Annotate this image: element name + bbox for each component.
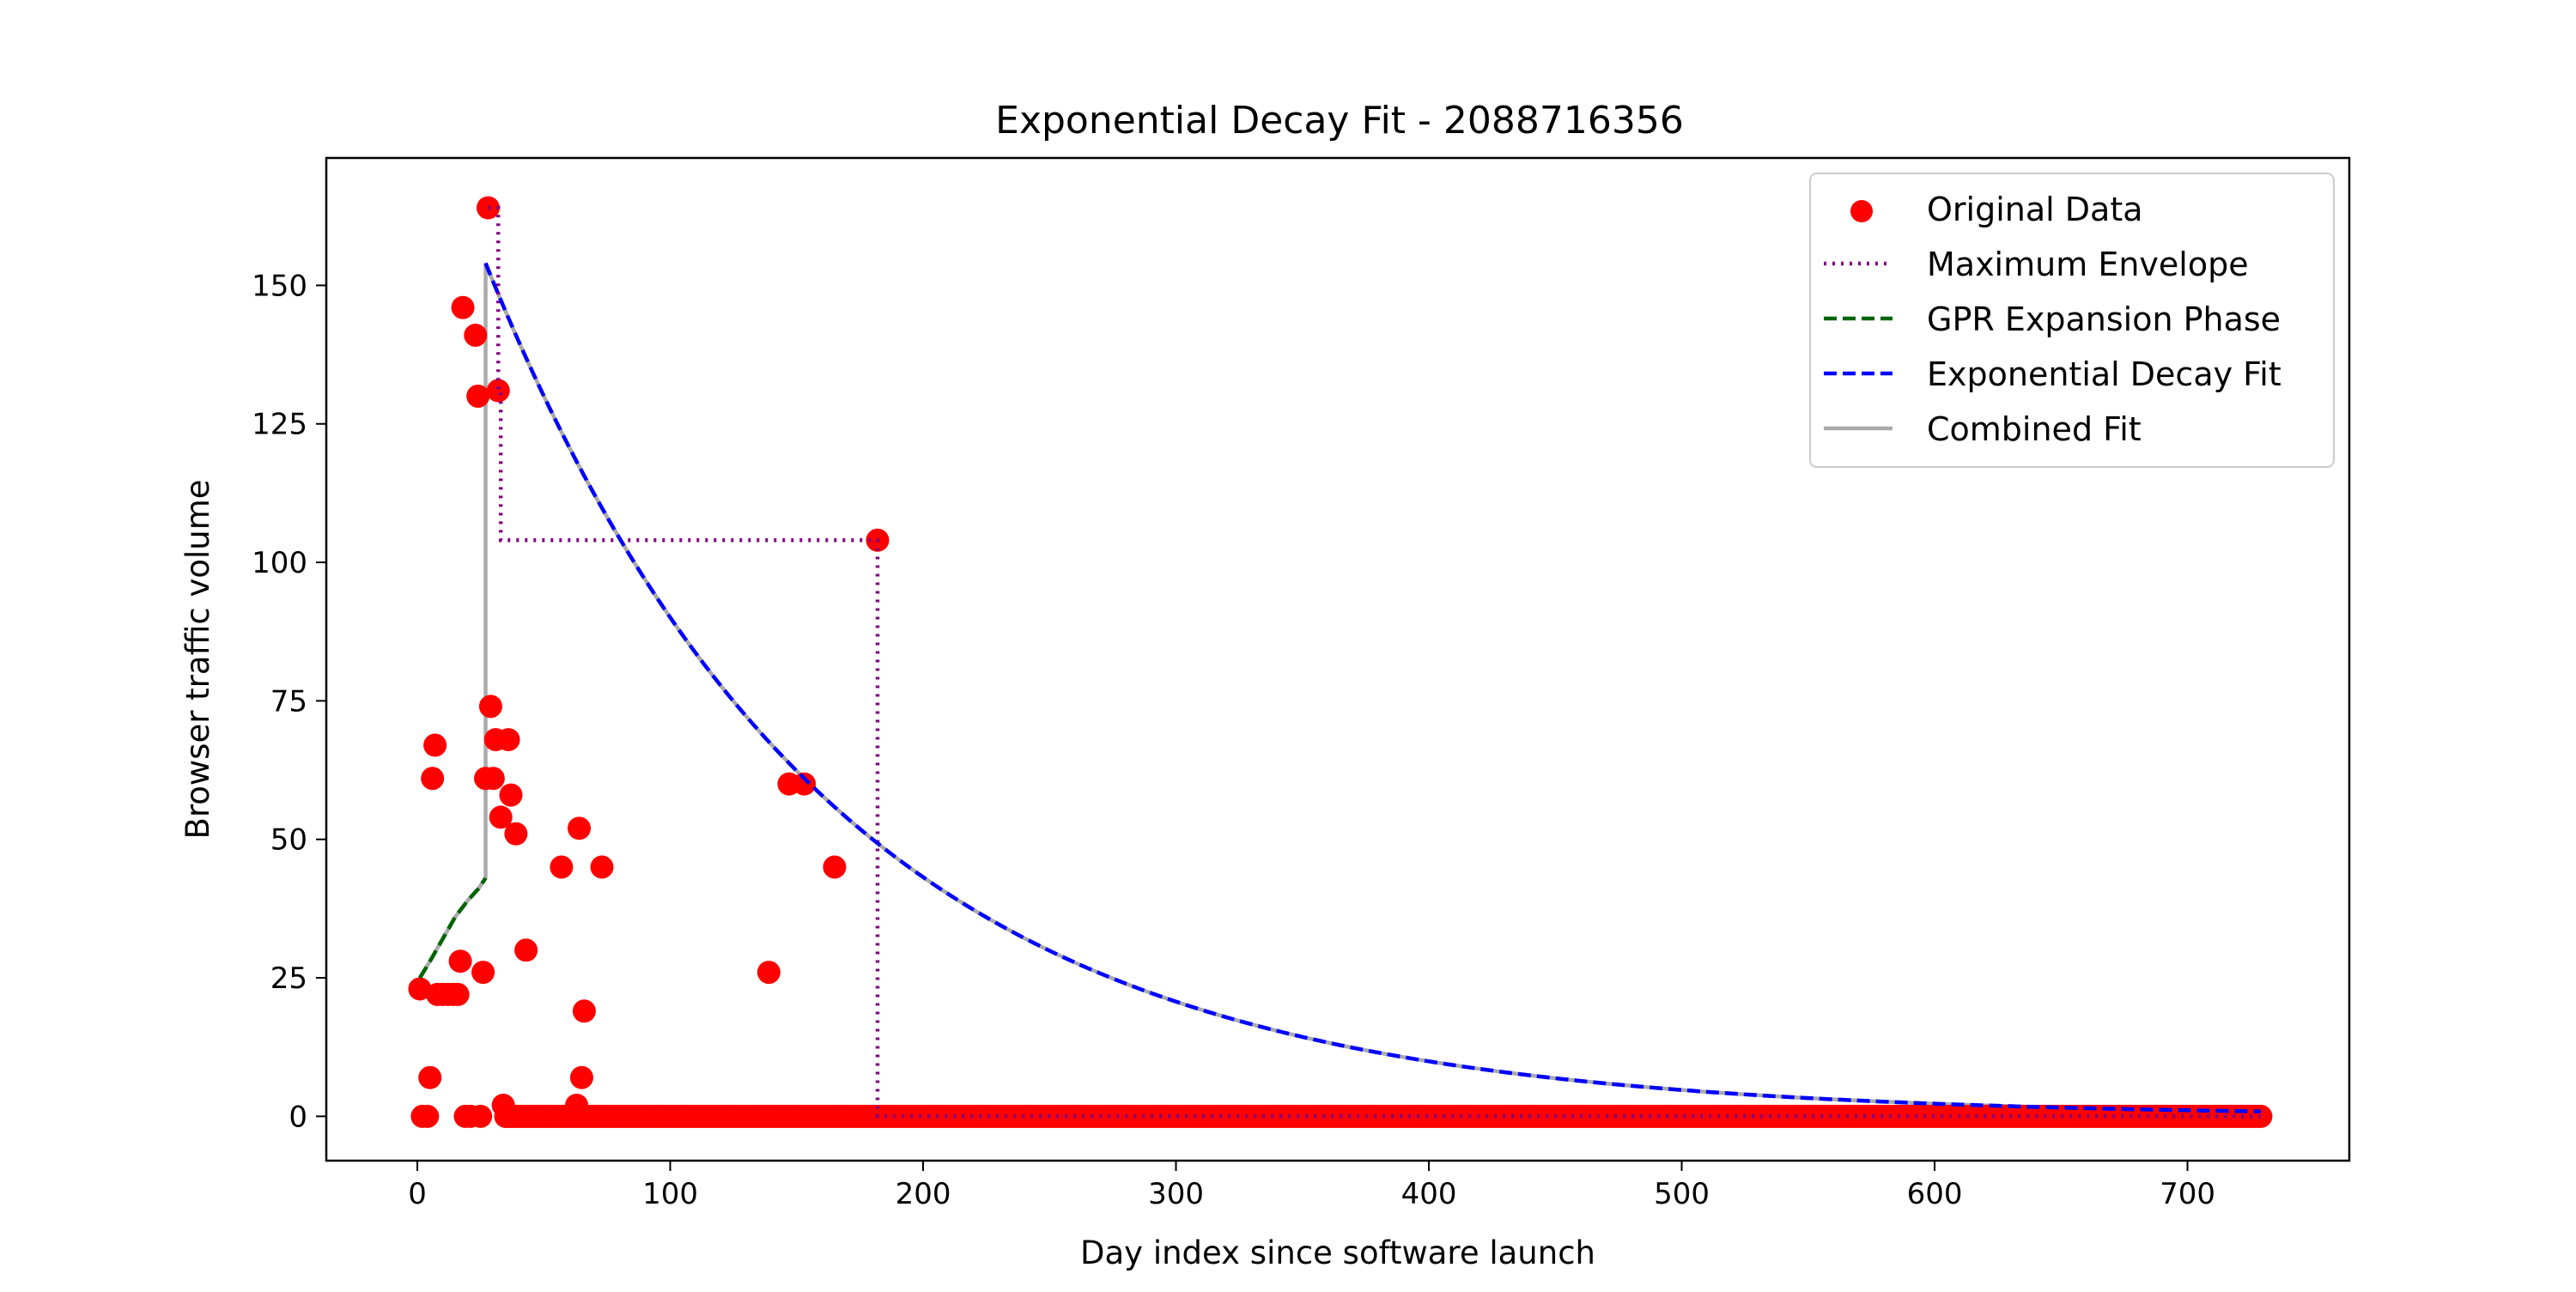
- y-tick-label: 150: [252, 269, 307, 303]
- legend-frame: [1809, 173, 2335, 468]
- data-point: [504, 822, 528, 846]
- x-axis-label: Day index since software launch: [1080, 1234, 1595, 1271]
- data-point: [569, 1065, 593, 1089]
- x-tick-label: 300: [1148, 1177, 1204, 1211]
- legend-label-gpr-expansion-phase: GPR Expansion Phase: [1927, 300, 2281, 338]
- data-point: [423, 733, 447, 757]
- data-point: [494, 1104, 518, 1128]
- data-point: [471, 961, 495, 985]
- legend: Original Data Maximum Envelope GPR Expansi…: [1809, 173, 2335, 468]
- x-tick-label: 0: [408, 1177, 427, 1211]
- data-point: [416, 1104, 440, 1128]
- data-point: [590, 855, 614, 879]
- legend-marker-original-data: [1850, 200, 1873, 222]
- data-point: [550, 855, 574, 879]
- exponential-decay-line: [483, 262, 2261, 1113]
- data-point: [408, 977, 432, 1001]
- y-axis-label: Browser traffic volume: [179, 479, 216, 839]
- x-tick-label: 600: [1907, 1177, 1963, 1211]
- axis-ticks: 0 100 200 300 400 500 600 700 0 25 50 75 100 125 150: [252, 269, 2215, 1211]
- data-point: [478, 695, 502, 719]
- data-point: [486, 379, 510, 403]
- data-point: [568, 816, 591, 840]
- data-point: [496, 728, 520, 752]
- legend-label-maximum-envelope: Maximum Envelope: [1927, 246, 2249, 283]
- data-point: [448, 949, 472, 974]
- y-tick-label: 0: [289, 1100, 307, 1134]
- data-point: [481, 767, 505, 791]
- legend-label-combined-fit: Combined Fit: [1927, 410, 2142, 448]
- data-point: [466, 384, 490, 408]
- data-point: [421, 767, 445, 791]
- legend-label-original-data: Original Data: [1927, 191, 2143, 228]
- data-point: [514, 938, 538, 962]
- data-point: [418, 1065, 442, 1089]
- chart-title: Exponential Decay Fit - 2088716356: [995, 99, 1684, 143]
- data-point: [489, 805, 513, 829]
- data-point: [499, 783, 523, 807]
- gpr-expansion-line: [418, 876, 488, 980]
- x-tick-label: 100: [642, 1177, 698, 1211]
- y-tick-label: 50: [270, 823, 307, 858]
- data-point: [756, 961, 781, 985]
- x-tick-label: 400: [1401, 1177, 1457, 1211]
- plot-area: [408, 196, 2273, 1128]
- data-point: [565, 1093, 589, 1117]
- data-point: [464, 323, 488, 347]
- plot-frame: [325, 156, 2351, 1162]
- y-tick-label: 100: [252, 546, 307, 580]
- data-point: [451, 295, 475, 319]
- legend-label-exponential-decay-fit: Exponential Decay Fit: [1927, 355, 2281, 393]
- y-tick-label: 25: [270, 961, 307, 996]
- data-point: [793, 772, 817, 796]
- x-tick-label: 500: [1654, 1177, 1710, 1211]
- x-tick-label: 700: [2160, 1177, 2215, 1211]
- data-point: [823, 855, 847, 879]
- y-tick-label: 125: [252, 408, 307, 442]
- y-tick-label: 75: [270, 684, 307, 719]
- data-point: [469, 1104, 493, 1128]
- x-tick-label: 200: [896, 1177, 951, 1211]
- data-point: [572, 999, 596, 1023]
- data-point: [446, 982, 470, 1006]
